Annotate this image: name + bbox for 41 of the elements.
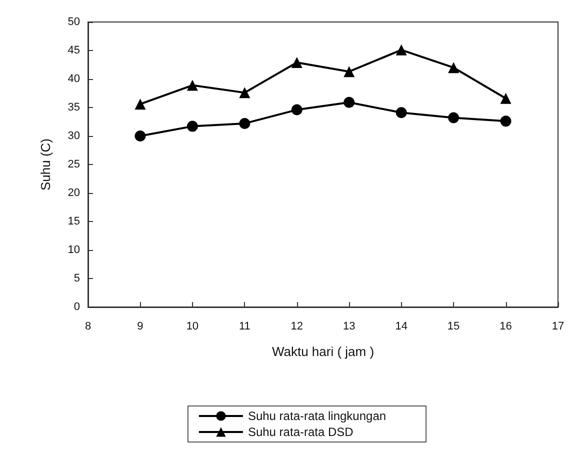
y-tick-label: 50 xyxy=(68,16,80,28)
y-tick-label: 35 xyxy=(68,102,80,114)
y-tick-label: 15 xyxy=(68,216,80,228)
point xyxy=(134,98,146,110)
x-axis-title: Waktu hari ( jam ) xyxy=(272,344,374,359)
x-tick-label: 15 xyxy=(447,320,460,332)
x-tick-label: 14 xyxy=(395,320,408,332)
y-axis-title: Suhu (C) xyxy=(38,138,53,191)
y-tick-label: 25 xyxy=(68,158,80,170)
y-tick-label: 45 xyxy=(68,44,80,56)
point xyxy=(291,104,302,116)
point xyxy=(448,112,460,124)
point xyxy=(239,118,250,129)
y-tick-label: 20 xyxy=(68,187,80,199)
y-tick-label: 10 xyxy=(68,244,80,256)
point xyxy=(448,62,460,74)
point xyxy=(344,96,355,108)
x-tick-label: 9 xyxy=(137,320,144,332)
point xyxy=(500,116,512,127)
point xyxy=(186,80,198,91)
point xyxy=(344,66,355,78)
point xyxy=(291,56,302,68)
legend-label: Suhu rata-rata lingkungan xyxy=(248,409,386,423)
x-tick-label: 12 xyxy=(290,320,304,332)
point xyxy=(239,87,250,98)
x-tick-label: 17 xyxy=(552,320,564,332)
y-tick-label: 30 xyxy=(68,130,80,142)
y-tick-label: 5 xyxy=(74,272,80,284)
x-tick-label: 8 xyxy=(84,320,92,332)
point xyxy=(186,120,198,132)
point xyxy=(396,44,407,56)
point xyxy=(134,130,146,142)
point xyxy=(500,92,512,104)
y-tick-label: 0 xyxy=(74,301,80,313)
x-tick-label: 10 xyxy=(186,320,199,332)
x-tick-label: 16 xyxy=(500,320,512,332)
x-tick-label: 11 xyxy=(238,320,250,332)
point xyxy=(396,107,407,118)
x-tick-label: 13 xyxy=(342,320,356,332)
legend-label: Suhu rata-rata DSD xyxy=(248,425,354,439)
y-tick-label: 40 xyxy=(68,73,80,85)
